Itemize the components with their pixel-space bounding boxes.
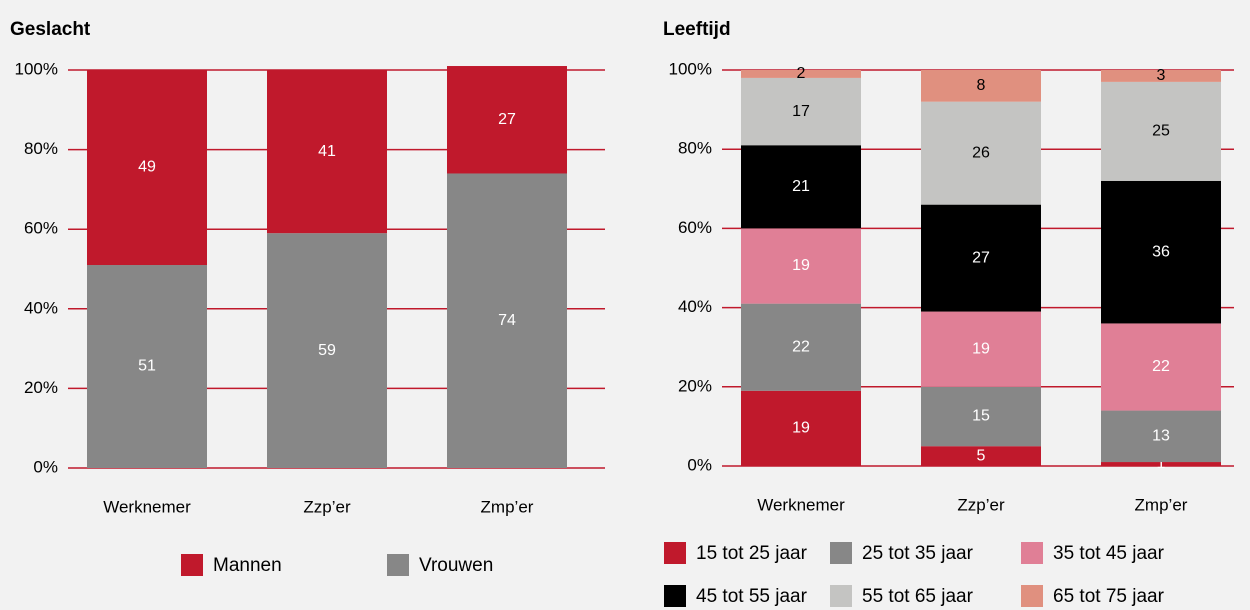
legend-swatch [387,554,409,576]
legend-swatch [1021,542,1043,564]
data-label: 36 [1152,243,1170,260]
data-label: 59 [318,342,336,359]
y-tick-label: 60% [24,219,58,238]
bar-segment [1101,180,1221,324]
legend-swatch [830,585,852,607]
y-tick-label: 100% [669,59,712,78]
legend-label: Mannen [213,555,282,576]
y-tick-label: 20% [678,376,712,395]
bar-segment [741,303,861,391]
y-tick-label: 100% [15,59,58,78]
data-label: 27 [972,249,990,266]
bar-segment [741,390,861,466]
bar-segment [921,70,1041,102]
legend-swatch [181,554,203,576]
data-label: 22 [1152,358,1170,375]
legend-label: 45 tot 55 jaar [696,586,808,607]
data-label: 21 [792,178,810,195]
x-tick-label: Zmp’er [1135,495,1188,514]
bar-segment [921,446,1041,466]
data-label: 49 [138,159,156,176]
data-label: 22 [792,338,810,355]
data-label: 2 [797,65,806,82]
bar-segment [921,311,1041,387]
y-tick-label: 80% [24,139,58,158]
legend-swatch [664,585,686,607]
x-tick-label: Zzp’er [957,495,1005,514]
legend-label: 25 tot 35 jaar [862,543,974,564]
legend-label: 55 tot 65 jaar [862,586,974,607]
bar-segment [741,145,861,229]
x-tick-label: Werknemer [757,495,845,514]
data-label: 3 [1157,67,1166,84]
legend-swatch [830,542,852,564]
bar-segment [1101,410,1221,463]
bar-segment [87,265,207,468]
legend-label: 35 tot 45 jaar [1053,543,1165,564]
chart-title: Leeftijd [663,19,731,40]
y-tick-label: 40% [678,297,712,316]
bar-segment [921,101,1041,205]
y-tick-label: 40% [24,298,58,317]
bar-segment [267,233,387,468]
y-tick-label: 60% [678,218,712,237]
data-label: 5 [977,447,986,464]
data-label: 27 [498,111,516,128]
data-label: 8 [977,77,986,94]
bar-segment [447,173,567,469]
bar-segment [447,66,567,174]
data-label: 13 [1152,428,1170,445]
data-label: 19 [792,420,810,437]
bar-segment [1101,323,1221,411]
bar-segment [267,70,387,234]
bar-segment [1101,462,1221,466]
bar-segment [741,77,861,146]
data-label: 19 [792,257,810,274]
y-tick-label: 0% [33,457,58,476]
x-tick-label: Zmp’er [481,497,534,516]
bar-segment [87,70,207,266]
legend-swatch [1021,585,1043,607]
x-tick-label: Werknemer [103,497,191,516]
data-label: 74 [498,312,516,329]
data-label: 15 [972,408,990,425]
data-label: 41 [318,143,336,160]
bar-segment [921,204,1041,312]
bar-segment [1101,81,1221,181]
y-tick-label: 0% [687,455,712,474]
bar-segment [741,228,861,304]
data-label: 51 [138,358,156,375]
bar-segment [1101,70,1221,82]
data-label: 19 [972,340,990,357]
bar-segment [921,386,1041,447]
x-tick-label: Zzp’er [303,497,351,516]
data-label: 17 [792,103,810,120]
bar-segment [741,70,861,78]
data-label: 26 [972,144,990,161]
data-label: 1 [1157,455,1166,472]
data-label: 25 [1152,123,1170,140]
y-tick-label: 20% [24,378,58,397]
legend-label: 15 tot 25 jaar [696,543,808,564]
y-tick-label: 80% [678,139,712,158]
legend-swatch [664,542,686,564]
legend-label: Vrouwen [419,555,493,576]
chart-title: Geslacht [10,19,91,40]
legend-label: 65 tot 75 jaar [1053,586,1165,607]
